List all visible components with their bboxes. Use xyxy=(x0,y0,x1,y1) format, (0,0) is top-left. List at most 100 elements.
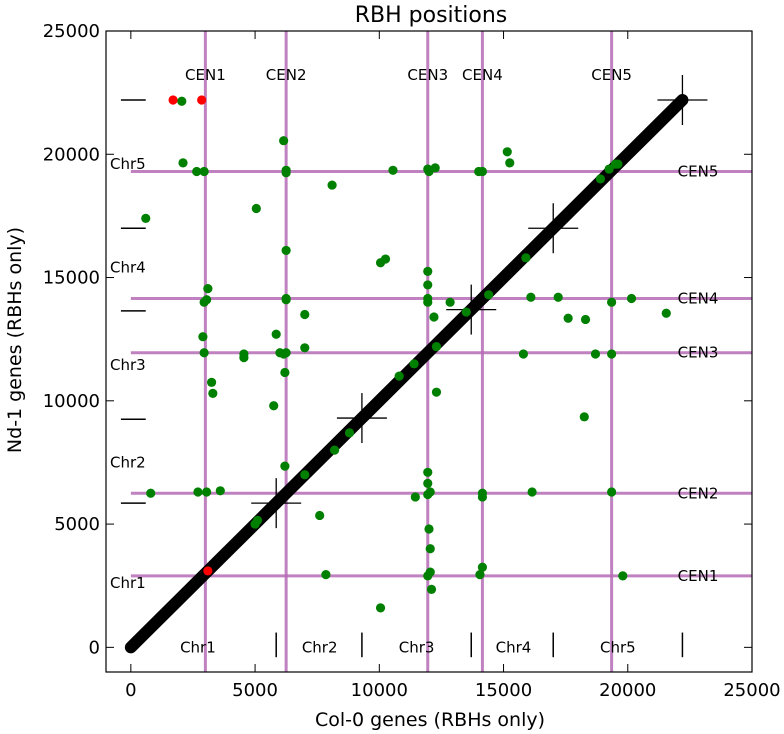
data-point-s1-36 xyxy=(315,510,325,521)
data-point-s1-14 xyxy=(199,348,209,358)
data-point-s1-19 xyxy=(251,203,261,214)
cen-label-top-cen1: CEN1 xyxy=(185,66,226,84)
data-point-s1-65 xyxy=(505,158,515,168)
data-point-s1-95 xyxy=(484,290,494,300)
y-axis-label: Nd-1 genes (RBHs only) xyxy=(4,227,26,453)
cen-label-right-cen4: CEN4 xyxy=(678,289,719,307)
data-point-s1-31 xyxy=(281,295,291,305)
data-point-s1-51 xyxy=(431,387,442,397)
col0-chr-label-chr5: Chr5 xyxy=(600,638,636,656)
data-point-s1-11 xyxy=(202,295,212,305)
col0-chr-label-chr4: Chr4 xyxy=(496,638,532,656)
data-point-s1-24 xyxy=(281,348,291,358)
data-point-s1-81 xyxy=(661,308,671,318)
x-tick-label-15000: 15000 xyxy=(475,680,532,701)
data-point-s1-15 xyxy=(206,377,217,387)
data-point-s1-82 xyxy=(618,571,628,581)
diagonal-line xyxy=(124,94,689,654)
data-point-s1-48 xyxy=(423,297,433,307)
data-point-s2-1 xyxy=(168,95,178,105)
data-point-s1-28 xyxy=(281,168,291,178)
data-point-s2-3 xyxy=(203,566,213,576)
data-point-s1-74 xyxy=(563,313,573,323)
col0-chr-label-chr3: Chr3 xyxy=(399,638,435,656)
data-point-s1-52 xyxy=(423,467,433,477)
data-point-s1-26 xyxy=(279,136,289,146)
data-point-s1-34 xyxy=(300,343,310,353)
cen-label-right-cen5: CEN5 xyxy=(678,163,719,181)
data-point-s1-60 xyxy=(423,571,433,581)
data-point-s1-75 xyxy=(580,314,591,325)
chart-title: RBH positions xyxy=(355,3,508,28)
data-point-s1-70 xyxy=(527,487,537,497)
data-point-s1-58 xyxy=(425,544,435,554)
data-point-s1-98 xyxy=(610,159,620,169)
data-point-s1-78 xyxy=(607,349,617,359)
data-point-s1-37 xyxy=(321,570,331,580)
data-point-s1-83 xyxy=(607,487,617,497)
data-point-s1-32 xyxy=(280,461,290,471)
data-point-s1-4 xyxy=(199,166,209,177)
cen-label-right-cen1: CEN1 xyxy=(678,567,719,585)
data-point-s1-69 xyxy=(477,492,488,502)
data-point-s1-57 xyxy=(424,524,434,534)
y-tick-label-25000: 25000 xyxy=(43,21,100,42)
x-tick-label-20000: 20000 xyxy=(599,680,656,701)
x-axis-label: Col-0 genes (RBHs only) xyxy=(315,709,545,731)
nd1-chr-label-chr3: Chr3 xyxy=(110,356,146,374)
y-tick-label-0: 0 xyxy=(89,637,100,658)
data-point-s1-66 xyxy=(475,570,485,580)
col0-chr-label-chr2: Chr2 xyxy=(302,638,338,656)
data-point-s1-20 xyxy=(271,329,281,339)
axis-ticks: 0 5000 10000 15000 20000 25000 0 5000 10000 15000… xyxy=(43,21,781,701)
cen-label-top-cen5: CEN5 xyxy=(591,66,632,84)
data-point-s1-7 xyxy=(193,487,203,497)
data-point-s1-50 xyxy=(445,297,455,307)
data-point-s1-53 xyxy=(423,478,433,488)
data-point-s1-29 xyxy=(281,245,291,256)
data-point-s1-6 xyxy=(146,488,156,498)
data-point-s1-79 xyxy=(607,297,617,307)
data-point-s1-9 xyxy=(215,486,225,496)
data-point-s1-13 xyxy=(198,332,208,342)
cen-label-top-cen3: CEN3 xyxy=(407,66,448,84)
data-point-s1-61 xyxy=(426,584,437,595)
data-point-s1-77 xyxy=(590,349,601,359)
cen-label-right-cen3: CEN3 xyxy=(678,344,719,362)
plot-area: CEN1 CEN2 CEN3 CEN4 CEN5 CEN1 CEN2 CEN3 CEN4 CEN5… xyxy=(110,31,752,672)
data-point-s1-5 xyxy=(141,213,151,223)
x-tick-label-0: 0 xyxy=(125,680,136,701)
data-point-s1-64 xyxy=(502,147,512,157)
col0-chr-label-chr1: Chr1 xyxy=(180,638,216,656)
data-point-s1-2 xyxy=(178,158,188,168)
data-point-s1-90 xyxy=(344,428,355,438)
data-point-s1-8 xyxy=(202,487,212,497)
data-point-s1-56 xyxy=(410,492,420,502)
cen-label-right-cen2: CEN2 xyxy=(678,484,719,502)
data-point-s1-88 xyxy=(300,470,310,480)
nd1-chr-label-chr5: Chr5 xyxy=(110,155,146,173)
data-point-s1-35 xyxy=(327,180,337,190)
y-tick-label-10000: 10000 xyxy=(43,391,100,412)
data-point-s1-93 xyxy=(431,341,442,352)
data-point-s1-44 xyxy=(430,163,440,173)
cen-label-top-cen2: CEN2 xyxy=(266,66,307,84)
data-point-s1-89 xyxy=(329,445,340,455)
data-point-s1-73 xyxy=(553,292,563,302)
data-point-s1-97 xyxy=(595,174,606,184)
data-point-s1-41 xyxy=(375,603,386,613)
data-point-s1-87 xyxy=(252,515,263,525)
y-tick-label-15000: 15000 xyxy=(43,268,100,289)
data-point-s1-45 xyxy=(423,266,433,276)
data-point-s1-63 xyxy=(477,166,488,177)
nd1-chr-label-chr1: Chr1 xyxy=(110,574,146,592)
data-point-s1-76 xyxy=(579,412,589,422)
data-point-s1-46 xyxy=(423,280,433,290)
data-point-s1-71 xyxy=(518,349,529,359)
data-point-s1-1 xyxy=(177,96,187,106)
x-tick-label-10000: 10000 xyxy=(351,680,408,701)
cen-label-top-cen4: CEN4 xyxy=(462,66,503,84)
data-point-s1-55 xyxy=(425,487,435,497)
data-point-s1-40 xyxy=(388,165,398,175)
